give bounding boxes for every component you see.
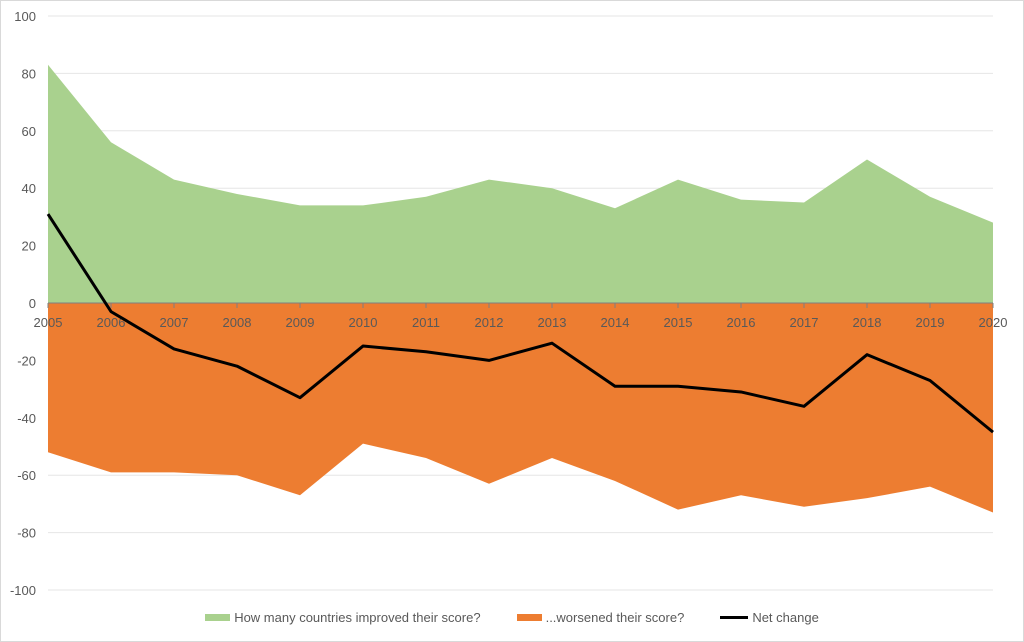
x-tick-label: 2012 — [475, 315, 504, 330]
y-tick-label: 0 — [29, 296, 36, 311]
legend: How many countries improved their score?… — [0, 610, 1024, 625]
legend-item-improved: How many countries improved their score? — [205, 610, 481, 625]
x-tick-label: 2014 — [601, 315, 630, 330]
legend-swatch-improved — [205, 614, 231, 621]
x-tick-label: 2006 — [97, 315, 126, 330]
y-tick-label: -40 — [17, 411, 36, 426]
legend-item-net: Net change — [720, 610, 819, 625]
y-tick-label: 20 — [22, 239, 36, 254]
x-tick-label: 2009 — [286, 315, 315, 330]
x-tick-label: 2007 — [160, 315, 189, 330]
legend-swatch-worsened — [516, 614, 542, 621]
y-tick-label: -80 — [17, 526, 36, 541]
y-tick-label: -100 — [10, 583, 36, 598]
legend-swatch-net — [720, 616, 749, 619]
legend-label-net: Net change — [752, 610, 819, 625]
x-tick-label: 2013 — [538, 315, 567, 330]
area-series-1 — [48, 303, 993, 513]
x-tick-label: 2020 — [979, 315, 1008, 330]
x-tick-label: 2019 — [916, 315, 945, 330]
x-tick-label: 2015 — [664, 315, 693, 330]
y-tick-label: 80 — [22, 66, 36, 81]
x-tick-label: 2017 — [790, 315, 819, 330]
y-tick-label: 100 — [14, 9, 36, 24]
x-tick-label: 2008 — [223, 315, 252, 330]
y-tick-label: 40 — [22, 181, 36, 196]
y-tick-label: -20 — [17, 353, 36, 368]
x-tick-label: 2018 — [853, 315, 882, 330]
area-series-0 — [48, 64, 993, 303]
net-change-line — [46, 213, 994, 434]
legend-label-worsened: ...worsened their score? — [545, 610, 685, 625]
legend-label-improved: How many countries improved their score? — [234, 610, 481, 625]
y-tick-label: 60 — [22, 124, 36, 139]
legend-item-worsened: ...worsened their score? — [516, 610, 685, 625]
y-tick-label: -60 — [17, 468, 36, 483]
x-tick-label: 2010 — [349, 315, 378, 330]
x-tick-label: 2011 — [412, 315, 440, 330]
x-tick-label: 2016 — [727, 315, 756, 330]
x-tick-label: 2005 — [34, 315, 63, 330]
